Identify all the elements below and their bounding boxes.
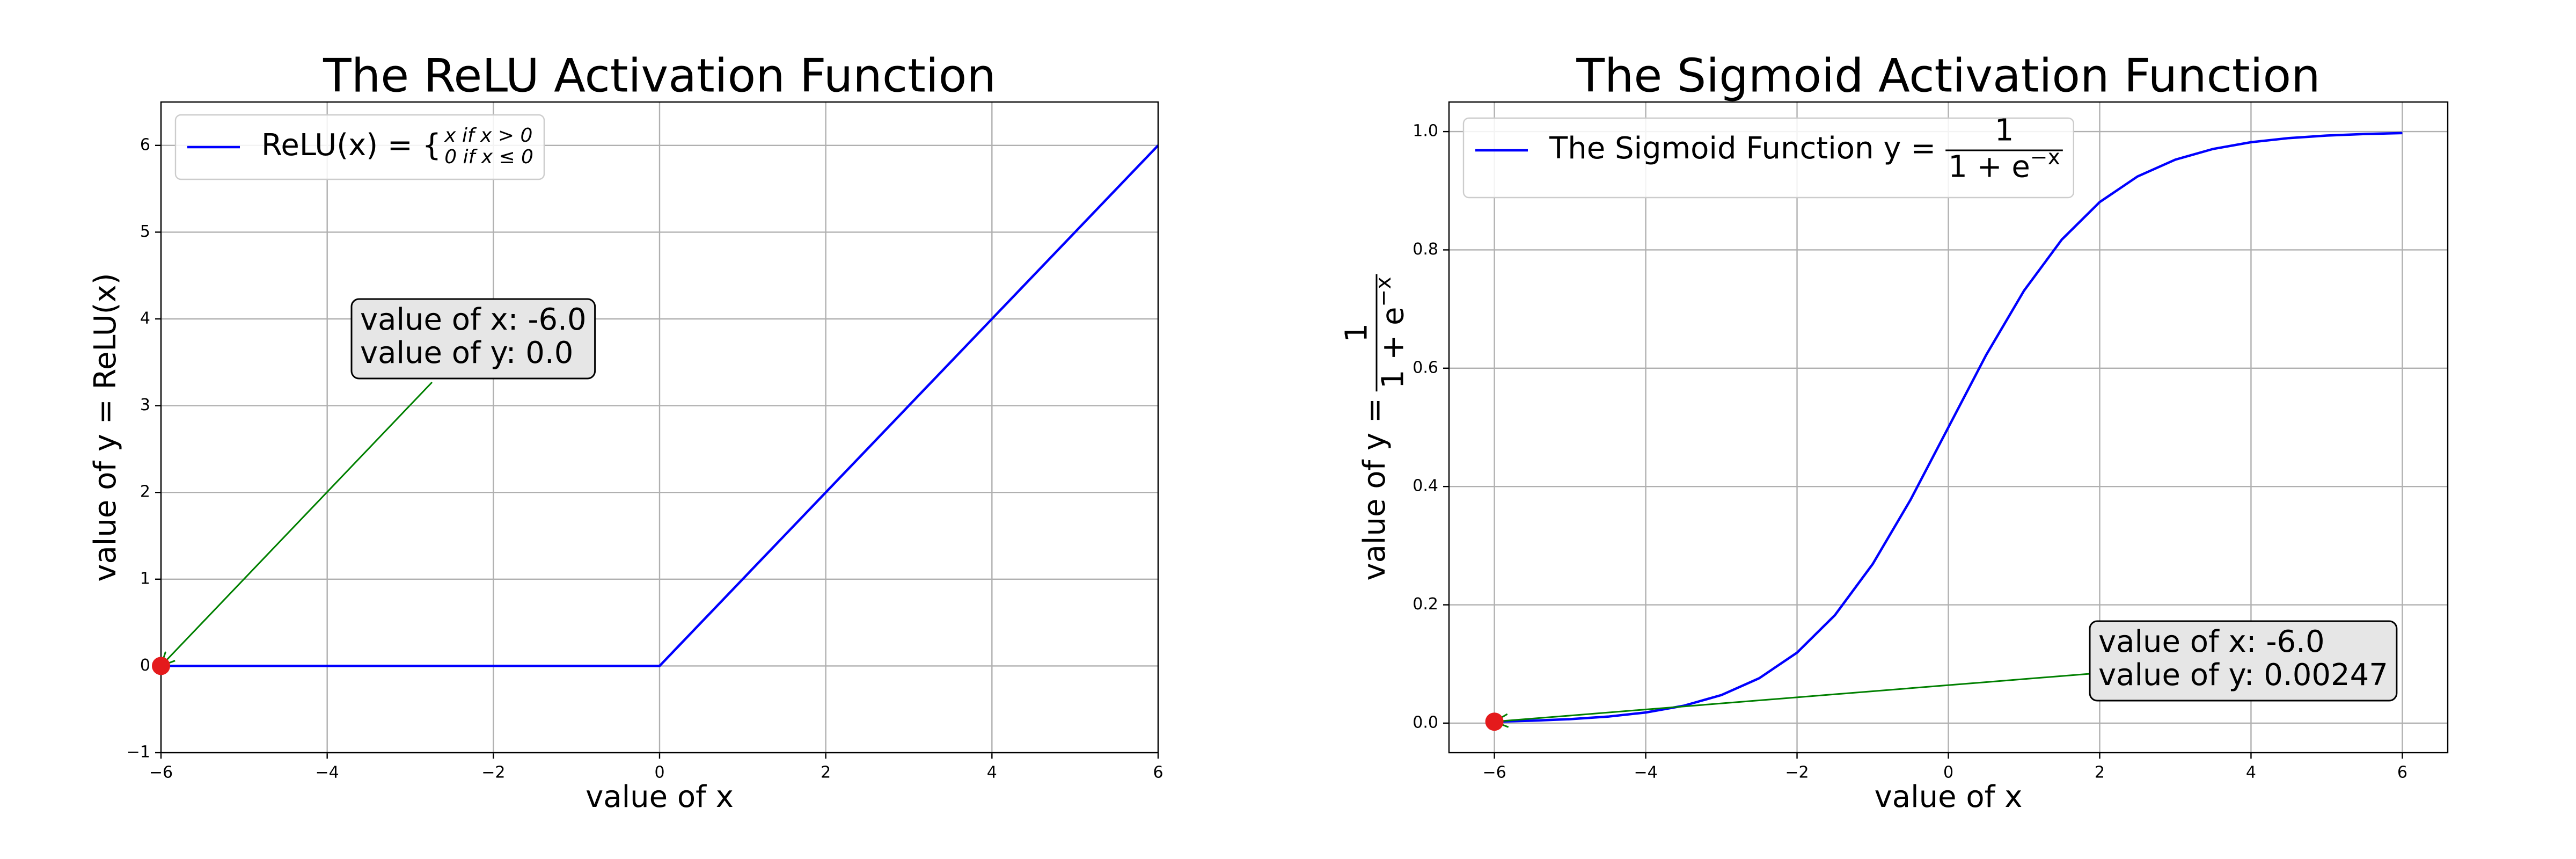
axes-frame <box>160 101 1159 754</box>
x-tick-label: 4 <box>987 763 997 782</box>
x-tick-label: −6 <box>1482 763 1506 782</box>
x-tick-label: −6 <box>149 763 173 782</box>
y-tick-label: 0.4 <box>1413 477 1438 496</box>
series-line <box>1494 132 2403 723</box>
fraction-denominator: 1 + e−x <box>1948 145 2060 185</box>
y-tick-label: 2 <box>140 483 150 501</box>
legend-frame <box>1462 117 2075 199</box>
x-tick-label: −4 <box>1634 763 1657 782</box>
y-tick-label: 1 <box>140 569 150 588</box>
y-tick-label: −1 <box>127 743 150 762</box>
legend-case: x if x > 0 <box>444 125 532 147</box>
x-tick-label: 0 <box>1943 763 1953 782</box>
annotation-text: value of y: 0.00247 <box>2098 658 2388 693</box>
x-tick-label: 6 <box>1153 763 1163 782</box>
annotation-arrow <box>1494 673 2090 723</box>
y-tick-label: 1.0 <box>1413 122 1438 141</box>
y-tick-label: 4 <box>140 309 150 328</box>
x-axis-label: value of x <box>1875 780 2023 814</box>
legend: ReLU(x) = {x if x > 00 if x ≤ 0 <box>174 114 545 180</box>
y-tick-label: 6 <box>140 135 150 154</box>
x-tick-label: 2 <box>2095 763 2105 782</box>
x-tick-label: 4 <box>2246 763 2256 782</box>
legend-label: ReLU(x) = { <box>261 128 441 163</box>
annotation-box <box>350 298 596 380</box>
x-tick-label: −2 <box>1785 763 1809 782</box>
fraction-numerator: 1 <box>1995 113 2014 148</box>
y-tick-label: 0.0 <box>1413 713 1438 732</box>
y-axis-label: value of y = ReLU(x) <box>88 273 123 581</box>
highlight-point <box>152 657 170 675</box>
x-tick-label: −2 <box>481 763 505 782</box>
annotation-arrow <box>160 381 433 667</box>
annotation-text: value of y: 0.0 <box>360 336 573 370</box>
y-axis-label: value of y = <box>1357 398 1392 580</box>
y-tick-label: 3 <box>140 396 150 414</box>
y-tick-label: 0 <box>140 656 150 675</box>
y-tick-label: 0.6 <box>1413 358 1438 377</box>
fraction-exponent: −x <box>1372 276 1396 307</box>
fraction-base: 1 + e <box>1376 307 1411 389</box>
legend-case: 0 if x ≤ 0 <box>444 146 533 168</box>
x-axis-label: value of x <box>586 780 734 814</box>
fraction-numerator: 1 <box>1340 323 1374 343</box>
axes-frame <box>1448 101 2449 754</box>
fraction-denominator: 1 + e−x <box>1372 276 1411 389</box>
x-tick-label: −4 <box>316 763 339 782</box>
y-tick-label: 0.2 <box>1413 595 1438 614</box>
legend: The Sigmoid Function y = 11 + e−x <box>1462 113 2075 199</box>
annotation-text: value of x: -6.0 <box>360 302 587 337</box>
chart-title: The Sigmoid Activation Function <box>1576 49 2320 103</box>
highlight-point <box>1485 712 1504 731</box>
y-tick-label: 5 <box>140 222 150 241</box>
x-tick-label: 0 <box>654 763 664 782</box>
legend-frame <box>174 114 545 180</box>
y-axis-label-group: value of y = 1 1 + e−x <box>1340 274 1411 581</box>
series-line <box>161 144 1159 667</box>
y-axis-label-group: value of y = ReLU(x) <box>88 273 123 581</box>
x-tick-label: 6 <box>2397 763 2407 782</box>
y-tick-label: 0.8 <box>1413 240 1438 259</box>
annotation-text: value of x: -6.0 <box>2098 624 2325 659</box>
annotation-box <box>2089 620 2398 702</box>
chart-title: The ReLU Activation Function <box>323 49 996 103</box>
legend-label: The Sigmoid Function y = <box>1549 131 1936 166</box>
fraction-exponent: −x <box>2030 145 2060 170</box>
fraction-base: 1 + e <box>1948 150 2030 185</box>
x-tick-label: 2 <box>821 763 831 782</box>
